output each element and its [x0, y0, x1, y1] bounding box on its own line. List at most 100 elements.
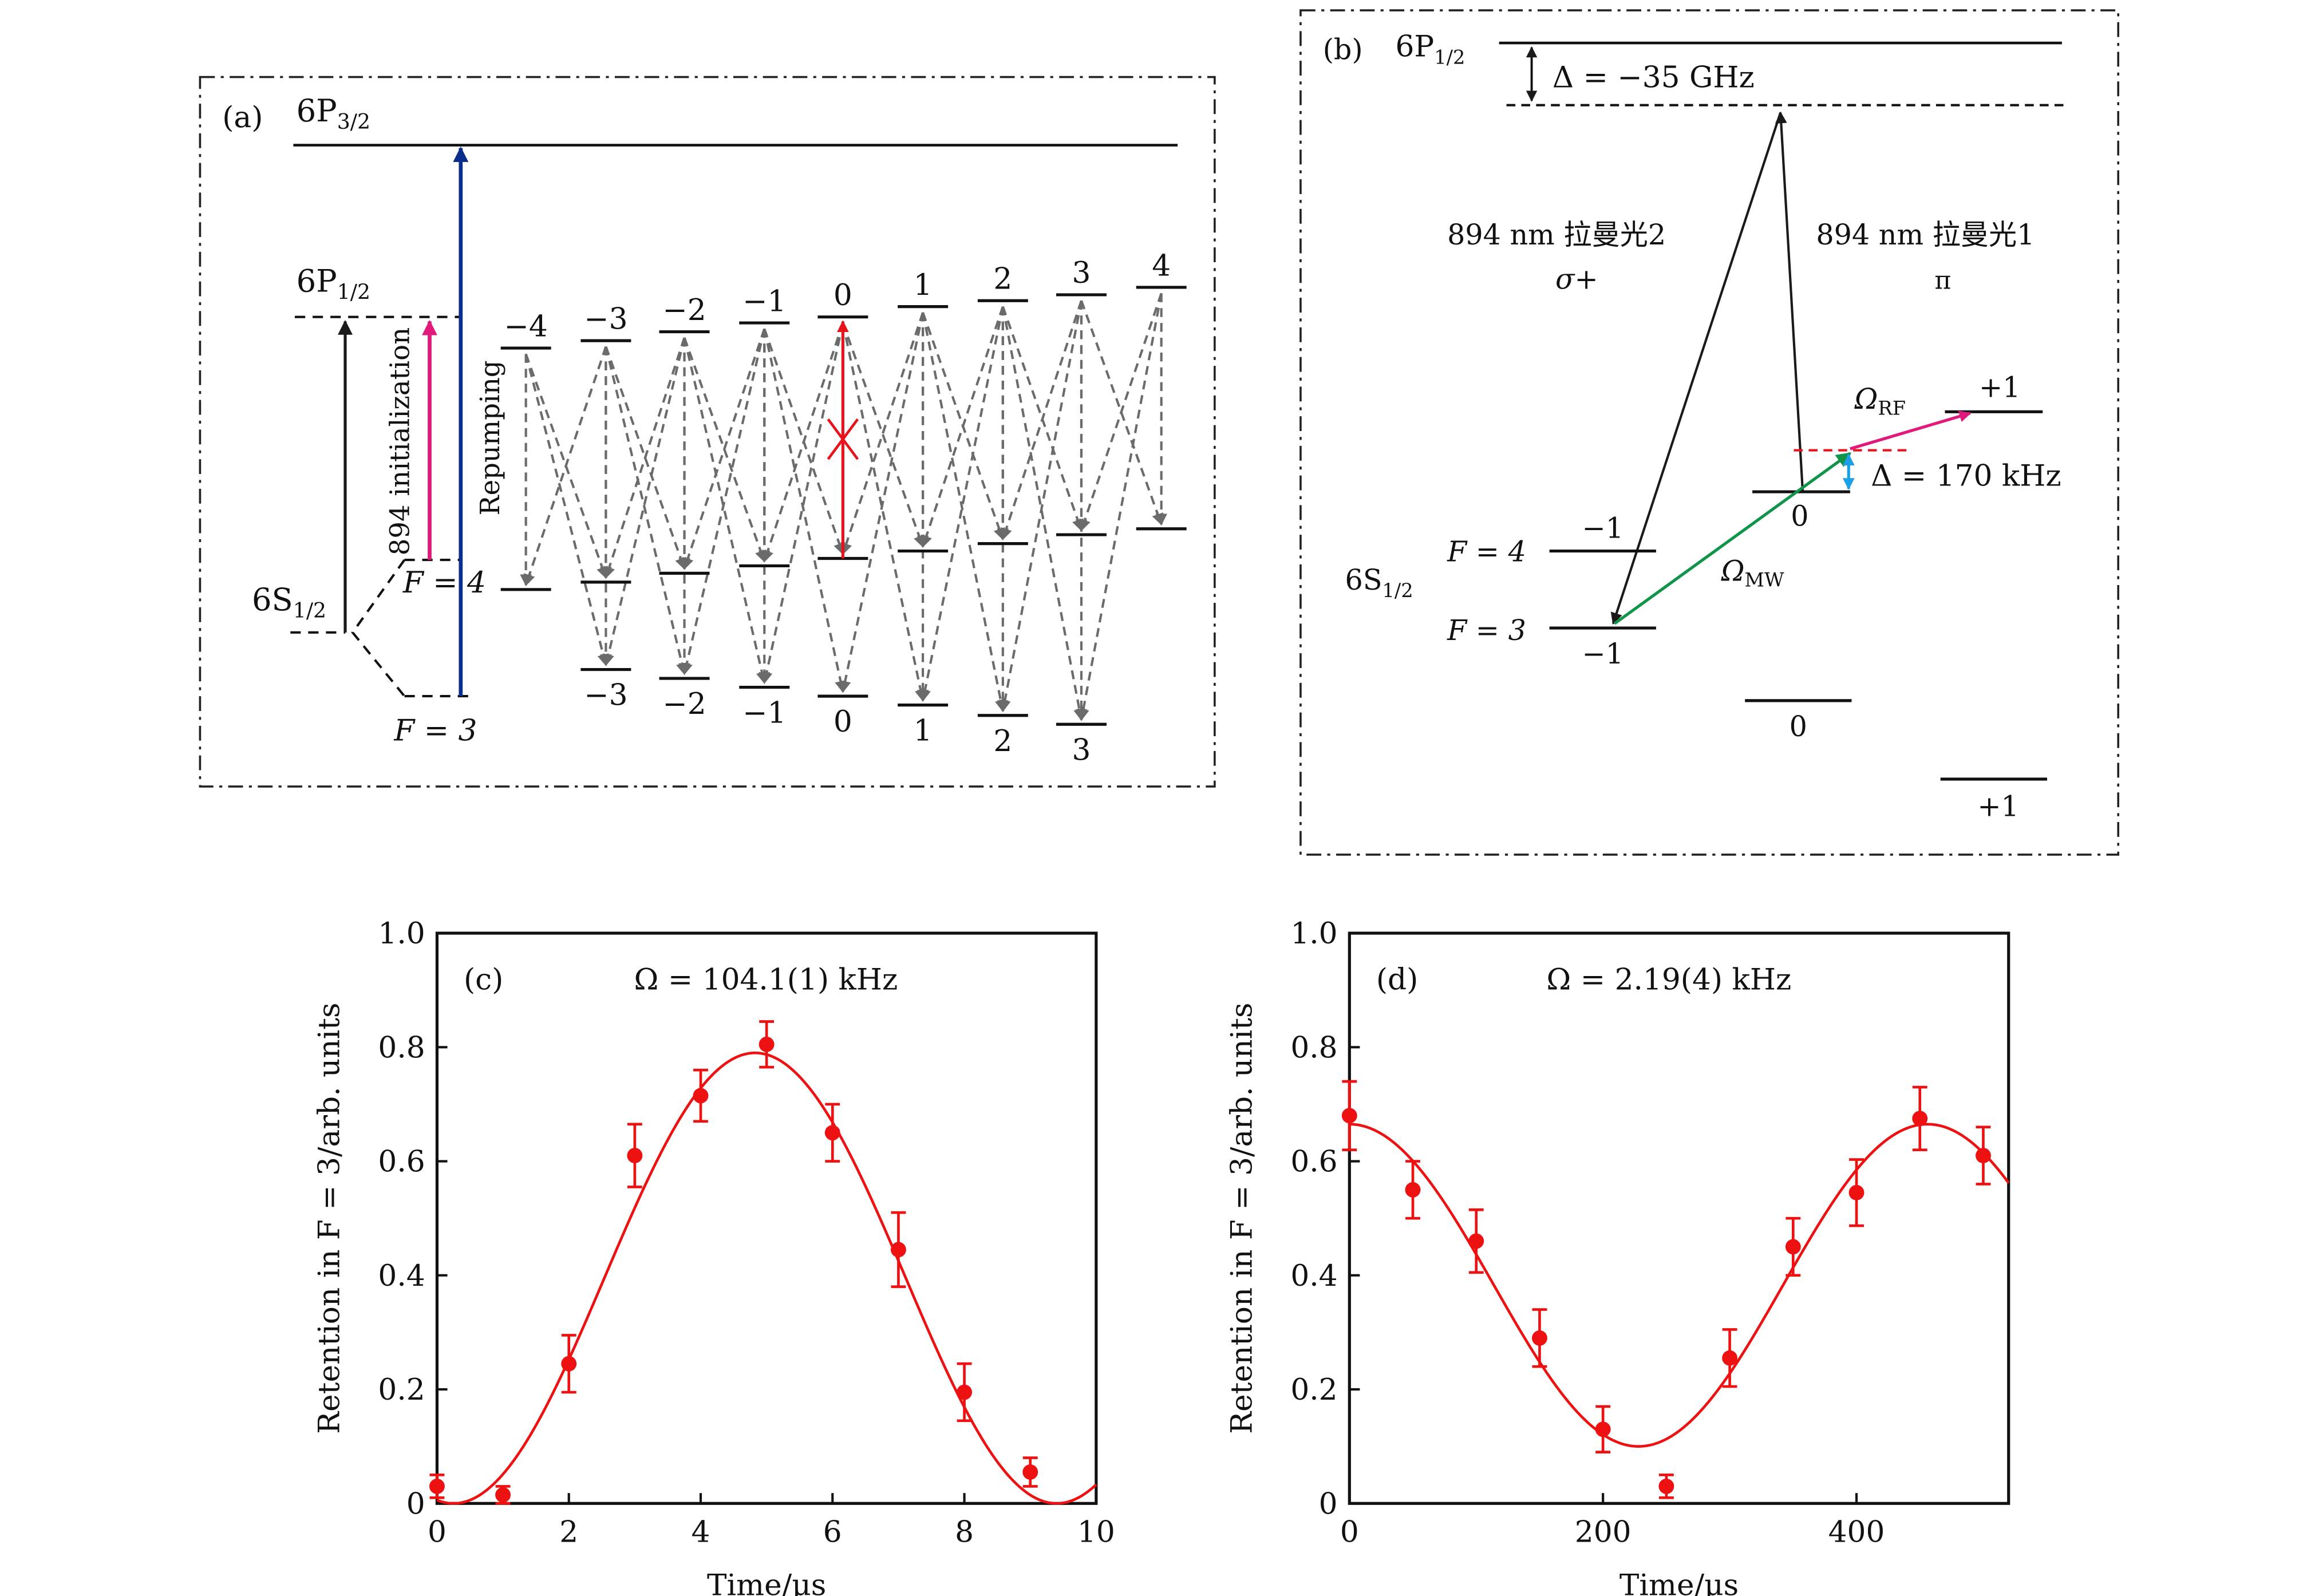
raman1-polarization: π [1934, 266, 1951, 295]
fit-curve-group [1349, 1123, 2010, 1448]
decay-to-f3-arrow [1077, 293, 1163, 721]
excited-sublevel-label: 0 [834, 278, 852, 313]
panel-a: (a) 6P3/2 6P1/2 6S1/2 F = 4 F = 3 894 in… [199, 76, 1216, 788]
mw-label: ΩMW [1721, 554, 1784, 591]
decay-to-f3-arrow [919, 306, 1004, 702]
fit-curve-group [436, 1051, 1097, 1505]
x-tick-label: 0 [428, 1515, 447, 1550]
data-point [957, 1362, 973, 1423]
decay-to-f4-arrow [603, 337, 686, 579]
marker [1595, 1421, 1611, 1437]
panel-a-frame [199, 76, 1216, 788]
data-point [561, 1334, 577, 1394]
data-point [1658, 1473, 1674, 1499]
panel-b: (b) 6P1/2 Δ = −35 GHz 894 nm 拉曼光2 σ+ 894… [1299, 9, 2120, 856]
f3-level-m0-label: 0 [1790, 710, 1807, 743]
x-tick-label: 200 [1575, 1515, 1632, 1550]
decay-to-f3-arrow [999, 300, 1083, 713]
level-6s12-label: 6S1/2 [252, 582, 326, 623]
data-point [1595, 1405, 1611, 1453]
marker [627, 1148, 643, 1164]
decay-to-f3-arrow [761, 322, 844, 684]
raman1-arrow [1775, 111, 1804, 492]
y-tick-label: 0.8 [378, 1030, 425, 1065]
level-6p12-label: 6P1/2 [297, 263, 370, 305]
f3-label-b: F = 3 [1447, 614, 1526, 647]
data-point [1785, 1216, 1801, 1277]
f3-sublevel-label: −2 [662, 687, 706, 721]
y-tick-label: 0.2 [378, 1373, 425, 1407]
marker [1912, 1111, 1928, 1127]
marker [429, 1478, 445, 1494]
decay-to-f4-arrow [682, 328, 766, 570]
y-axis-label: Retention in F = 3/arb. units [313, 1002, 347, 1433]
decay-to-f3-arrow [839, 312, 925, 693]
panel-b-label: (b) [1323, 33, 1363, 66]
f3-sublevel-label: −3 [584, 678, 627, 713]
raman2-polarization: σ+ [1555, 263, 1598, 296]
fit-curve [1349, 1123, 2010, 1448]
y-tick-label: 0 [1319, 1487, 1338, 1521]
excited-sublevel-label: 1 [914, 268, 933, 302]
rf-arrow [1850, 410, 1972, 451]
marker [1722, 1350, 1738, 1366]
level-6p12-label-b: 6P1/2 [1396, 29, 1465, 68]
decay-to-f4-arrow [605, 346, 687, 570]
marker [890, 1242, 906, 1258]
mw-arrow [1613, 452, 1851, 625]
y-tick-label: 0.6 [1290, 1145, 1337, 1179]
raman2-label: 894 nm 拉曼光2 [1447, 218, 1666, 251]
zeeman-levels: −4 −3 −2 −1 0 1 2 3 4 −3 −2 −1 0 1 2 3 [500, 248, 1187, 767]
data-point [693, 1068, 709, 1123]
marker [1531, 1330, 1547, 1346]
decay-to-f4-arrow [1079, 293, 1163, 532]
y-tick-label: 0 [406, 1487, 425, 1521]
data-point [759, 1020, 775, 1069]
decay-to-f3-arrow [605, 346, 688, 675]
decay-to-f4-arrow [523, 346, 607, 587]
marker [1405, 1182, 1421, 1198]
f4-level-m-1-label: −1 [1582, 511, 1623, 544]
level-6p32-label: 6P3/2 [297, 93, 370, 134]
f3-sublevel-label: 0 [834, 705, 852, 739]
plot-frame [435, 931, 1098, 1505]
data-point [429, 1473, 445, 1499]
x-tick-label: 0 [1340, 1515, 1359, 1550]
marker [1975, 1148, 1991, 1164]
y-tick-label: 0.6 [378, 1145, 425, 1179]
x-axis-label: Time/μs [707, 1569, 826, 1596]
marker [1848, 1184, 1865, 1200]
data-point [1022, 1456, 1038, 1488]
chart-d: 0 0.2 0.4 0.6 0.8 1.0 0 200 400 Time/μs Retention … [1225, 916, 2010, 1596]
detuning-label: Δ = −35 GHz [1553, 61, 1755, 95]
data-point [1531, 1308, 1547, 1368]
rf-label: ΩRF [1854, 382, 1906, 419]
y-tick-label: 1.0 [378, 916, 425, 951]
y-tick-label: 0.2 [1290, 1373, 1337, 1407]
f4-label-b: F = 4 [1447, 535, 1526, 568]
y-tick-label: 0.4 [378, 1259, 425, 1293]
decay-to-f3-arrow [683, 337, 768, 684]
panel-label: (d) [1376, 962, 1418, 997]
raman2-arrow [1610, 112, 1782, 625]
rabi-frequency-annotation: Ω = 104.1(1) kHz [634, 962, 898, 997]
x-tick-label: 6 [823, 1515, 842, 1550]
marker [759, 1036, 775, 1052]
decay-to-f3-arrow [922, 312, 1007, 713]
raman1-label: 894 nm 拉曼光1 [1816, 218, 2035, 251]
marker [1468, 1233, 1484, 1249]
marker [824, 1125, 840, 1141]
excited-sublevel-label: 3 [1072, 256, 1091, 290]
data-point [1405, 1160, 1421, 1220]
decay-to-f3-arrow [763, 328, 847, 693]
f4-level-m+1-label: +1 [1979, 370, 2020, 404]
y-tick-label: 0.4 [1290, 1259, 1337, 1293]
panel-a-label: (a) [222, 101, 263, 135]
fit-curve [436, 1051, 1097, 1505]
decay-to-f4-arrow [921, 306, 1004, 548]
f3-level-m+1-label: +1 [1977, 790, 2018, 823]
excited-sublevel-label: 2 [993, 262, 1012, 297]
y-axis-label: Retention in F = 3/arb. units [1225, 1002, 1259, 1433]
x-tick-label: 2 [559, 1515, 578, 1550]
data-point [890, 1211, 906, 1289]
